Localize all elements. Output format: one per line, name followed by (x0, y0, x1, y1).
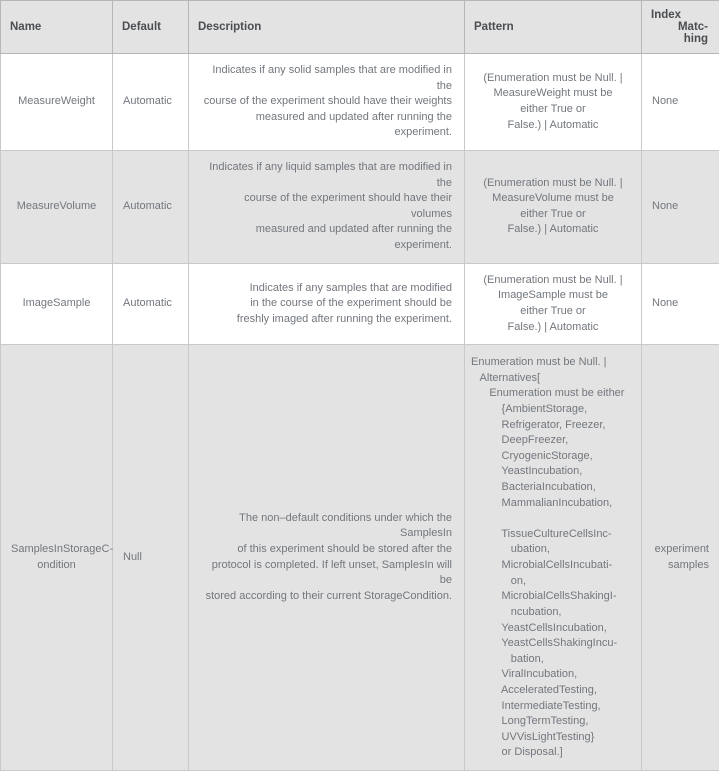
column-header-index-matching: Index Matc- hing (642, 1, 719, 54)
pattern-line: YeastIncubation, (471, 464, 635, 480)
pattern-line: CryogenicStorage, (471, 449, 635, 465)
pattern-line: ncubation, (471, 605, 635, 621)
cell-parameter-pattern: (Enumeration must be Null. |MeasureWeigh… (465, 54, 642, 151)
pattern-line: TissueCultureCellsInc- (471, 527, 635, 543)
description-line: Indicates if any liquid samples that are… (203, 160, 452, 191)
pattern-line: False.) | Automatic (475, 320, 631, 336)
table-body: MeasureWeight Automatic Indicates if any s… (1, 54, 719, 771)
description-line: protocol is completed. If left unset, Sa… (203, 558, 452, 589)
cell-parameter-pattern: (Enumeration must be Null. |ImageSample … (465, 263, 642, 344)
pattern-line: YeastCellsIncubation, (471, 621, 635, 637)
index-matching-line: None (652, 296, 709, 312)
cell-parameter-description: Indicates if any samples that are modifi… (189, 263, 465, 344)
parameter-name-line: SamplesInStorageC- (11, 542, 102, 558)
description-line: Indicates if any solid samples that are … (203, 63, 452, 94)
pattern-line: on, (471, 574, 635, 590)
description-line: The non–default conditions under which t… (203, 511, 452, 542)
pattern-line: MicrobialCellsShakingI- (471, 589, 635, 605)
pattern-line: MammalianIncubation, (471, 496, 635, 512)
pattern-line: or Disposal.] (471, 745, 635, 761)
column-header-index-matching-line-2: Matc- (651, 21, 708, 33)
pattern-line: ubation, (471, 542, 635, 558)
pattern-line: (Enumeration must be Null. | (475, 176, 631, 192)
cell-parameter-default: Automatic (113, 54, 189, 151)
column-header-pattern: Pattern (465, 1, 642, 54)
cell-parameter-name: ImageSample (1, 263, 113, 344)
pattern-line: (Enumeration must be Null. | (475, 273, 631, 289)
pattern-line: ImageSample must be (475, 288, 631, 304)
column-header-index-matching-line-3: hing (651, 33, 708, 45)
parameter-name-line: MeasureWeight (11, 94, 102, 110)
column-header-name: Name (1, 1, 113, 54)
pattern-line: MeasureVolume must be (475, 191, 631, 207)
index-matching-line: None (652, 199, 709, 215)
cell-parameter-description: Indicates if any liquid samples that are… (189, 151, 465, 264)
pattern-line: {AmbientStorage, (471, 402, 635, 418)
cell-parameter-default: Null (113, 345, 189, 771)
description-line: course of the experiment should have the… (203, 94, 452, 110)
cell-parameter-name: SamplesInStorageC-ondition (1, 345, 113, 771)
pattern-line: Alternatives[ (471, 371, 635, 387)
column-header-default: Default (113, 1, 189, 54)
description-line: measured and updated after running the e… (203, 222, 452, 253)
pattern-line: either True or (475, 102, 631, 118)
pattern-blank-line (471, 511, 635, 527)
cell-parameter-description: The non–default conditions under which t… (189, 345, 465, 771)
cell-parameter-description: Indicates if any solid samples that are … (189, 54, 465, 151)
pattern-line: (Enumeration must be Null. | (475, 71, 631, 87)
column-header-index-matching-line-1: Index (651, 9, 708, 21)
table-row: MeasureWeight Automatic Indicates if any s… (1, 54, 719, 151)
pattern-line: either True or (475, 304, 631, 320)
table-header-row: Name Default Description Pattern Index M… (1, 1, 719, 54)
description-line: measured and updated after running the e… (203, 110, 452, 141)
pattern-line: False.) | Automatic (475, 118, 631, 134)
cell-parameter-pattern: Enumeration must be Null. | Alternatives… (465, 345, 642, 771)
index-matching-line: experiment (652, 542, 709, 558)
pattern-line: YeastCellsShakingIncu- (471, 636, 635, 652)
cell-parameter-default: Automatic (113, 151, 189, 264)
pattern-line: ViralIncubation, (471, 667, 635, 683)
description-line: freshly imaged after running the experim… (203, 312, 452, 328)
pattern-line: AcceleratedTesting, (471, 683, 635, 699)
parameter-name-line: MeasureVolume (11, 199, 102, 215)
cell-parameter-pattern: (Enumeration must be Null. |MeasureVolum… (465, 151, 642, 264)
description-line: Indicates if any samples that are modifi… (203, 281, 452, 297)
cell-parameter-default: Automatic (113, 263, 189, 344)
pattern-line: MeasureWeight must be (475, 86, 631, 102)
cell-parameter-name: MeasureVolume (1, 151, 113, 264)
pattern-line: IntermediateTesting, (471, 699, 635, 715)
cell-index-matching: None (642, 263, 719, 344)
description-line: course of the experiment should have the… (203, 191, 452, 222)
cell-index-matching: None (642, 54, 719, 151)
index-matching-line: None (652, 94, 709, 110)
table-header: Name Default Description Pattern Index M… (1, 1, 719, 54)
parameter-name-line: ondition (11, 558, 102, 574)
table-row: MeasureVolume Automatic Indicates if any l… (1, 151, 719, 264)
pattern-line: bation, (471, 652, 635, 668)
table-row: ImageSample Automatic Indicates if any sam… (1, 263, 719, 344)
description-line: stored according to their current Storag… (203, 589, 452, 605)
description-line: in the course of the experiment should b… (203, 296, 452, 312)
pattern-line: False.) | Automatic (475, 222, 631, 238)
pattern-line: BacteriaIncubation, (471, 480, 635, 496)
pattern-line: LongTermTesting, (471, 714, 635, 730)
pattern-line: either True or (475, 207, 631, 223)
parameter-name-line: ImageSample (11, 296, 102, 312)
column-header-description: Description (189, 1, 465, 54)
pattern-line: Enumeration must be Null. | (471, 355, 635, 371)
cell-parameter-name: MeasureWeight (1, 54, 113, 151)
pattern-line: MicrobialCellsIncubati- (471, 558, 635, 574)
pattern-line: UVVisLightTesting} (471, 730, 635, 746)
pattern-line: Refrigerator, Freezer, (471, 418, 635, 434)
index-matching-line: samples (652, 558, 709, 574)
description-line: of this experiment should be stored afte… (203, 542, 452, 558)
pattern-line: DeepFreezer, (471, 433, 635, 449)
cell-index-matching: None (642, 151, 719, 264)
pattern-line: Enumeration must be either (471, 386, 635, 402)
